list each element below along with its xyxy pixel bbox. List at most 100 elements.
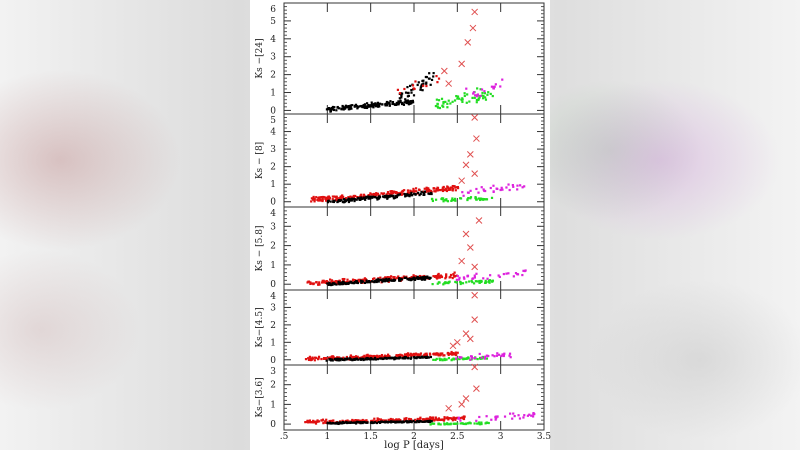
data-point-black xyxy=(360,196,363,199)
data-point-black xyxy=(327,199,330,202)
data-point-green xyxy=(442,283,445,286)
data-point-red xyxy=(385,355,388,358)
data-point-magenta xyxy=(511,184,514,187)
data-point-red xyxy=(454,417,458,420)
data-point-red xyxy=(451,419,454,422)
data-point-magenta xyxy=(475,419,478,422)
data-point-red xyxy=(356,355,359,358)
data-point-black xyxy=(432,71,435,75)
data-point-green xyxy=(491,279,495,282)
data-point-black xyxy=(420,190,423,193)
data-point-red xyxy=(358,196,361,199)
data-point-red xyxy=(431,416,435,419)
data-point-red xyxy=(368,355,371,359)
data-point-cross xyxy=(473,135,480,142)
data-point-black xyxy=(405,276,408,279)
data-point-black xyxy=(385,101,388,104)
data-point-magenta xyxy=(483,90,486,93)
data-point-green xyxy=(429,423,432,426)
data-point-black xyxy=(352,421,356,424)
data-point-black xyxy=(400,278,404,281)
data-point-red xyxy=(451,184,454,188)
data-point-magenta xyxy=(489,186,492,190)
data-point-red xyxy=(413,190,417,193)
data-point-black xyxy=(426,356,429,359)
data-point-green xyxy=(452,358,456,361)
data-point-black xyxy=(389,356,393,359)
data-point-green xyxy=(476,87,479,90)
data-point-black xyxy=(335,283,338,286)
data-point-magenta xyxy=(454,357,458,360)
data-point-red xyxy=(327,195,330,198)
data-point-red xyxy=(424,353,427,357)
data-point-red xyxy=(323,196,326,199)
data-point-red xyxy=(441,418,444,421)
data-point-black xyxy=(407,100,410,103)
y-axis-label: Ks−[3.6] xyxy=(255,377,265,417)
data-point-magenta xyxy=(523,414,526,417)
data-point-red xyxy=(325,418,328,421)
data-point-black xyxy=(346,282,349,285)
data-point-green xyxy=(477,97,480,100)
x-tick-label: 1 xyxy=(324,432,330,442)
data-point-green xyxy=(458,357,461,361)
data-point-red xyxy=(433,275,437,278)
y-tick-label: 3 xyxy=(270,303,276,313)
y-tick-label: 5 xyxy=(270,116,276,126)
data-point-red xyxy=(424,352,427,355)
data-point-green xyxy=(449,423,452,426)
data-point-red xyxy=(438,188,441,192)
data-point-black xyxy=(372,106,375,109)
data-point-red xyxy=(365,354,368,357)
x-tick-label: 3.5 xyxy=(537,432,552,442)
data-point-red xyxy=(352,355,355,359)
data-point-red xyxy=(383,354,387,357)
data-point-red xyxy=(451,189,454,192)
data-point-green xyxy=(452,422,455,425)
data-point-red xyxy=(359,419,362,423)
data-point-magenta xyxy=(517,414,520,417)
data-point-green xyxy=(450,199,453,202)
data-point-magenta xyxy=(472,92,475,95)
data-point-red xyxy=(368,354,371,357)
data-point-red xyxy=(416,417,419,421)
data-point-green xyxy=(485,198,489,201)
data-point-black xyxy=(348,107,351,111)
data-point-red xyxy=(425,186,428,189)
data-point-red xyxy=(328,420,331,423)
panel-frame xyxy=(283,2,545,115)
data-point-black xyxy=(354,198,357,201)
data-point-magenta xyxy=(496,187,499,191)
data-point-black xyxy=(328,281,331,284)
data-point-green xyxy=(453,197,457,200)
data-point-red xyxy=(409,189,412,192)
data-point-green xyxy=(470,358,473,361)
data-point-magenta xyxy=(516,273,520,276)
data-point-black xyxy=(345,282,348,285)
data-point-black xyxy=(360,281,363,284)
data-point-red xyxy=(441,352,444,355)
data-point-black xyxy=(333,283,336,286)
data-point-red xyxy=(308,355,311,358)
data-point-black xyxy=(399,101,402,104)
data-point-black xyxy=(415,421,418,424)
data-point-magenta xyxy=(518,417,522,420)
data-point-red xyxy=(346,278,349,281)
data-point-red xyxy=(384,276,387,279)
data-point-red xyxy=(312,282,315,286)
data-point-green xyxy=(446,200,450,203)
panel-2: 0 1 2 3 4 5 Ks − [8] xyxy=(255,113,545,208)
data-point-magenta xyxy=(492,184,495,187)
data-point-red xyxy=(447,188,450,192)
data-point-magenta xyxy=(485,415,488,418)
data-point-black xyxy=(359,105,362,108)
data-point-magenta xyxy=(500,354,503,358)
data-point-black xyxy=(398,97,401,100)
data-point-black xyxy=(386,420,389,423)
data-point-black xyxy=(353,357,356,361)
data-point-red xyxy=(362,355,365,358)
data-point-red xyxy=(449,275,452,278)
data-point-black xyxy=(330,106,334,110)
data-point-red xyxy=(310,200,313,203)
data-point-black xyxy=(377,420,380,424)
